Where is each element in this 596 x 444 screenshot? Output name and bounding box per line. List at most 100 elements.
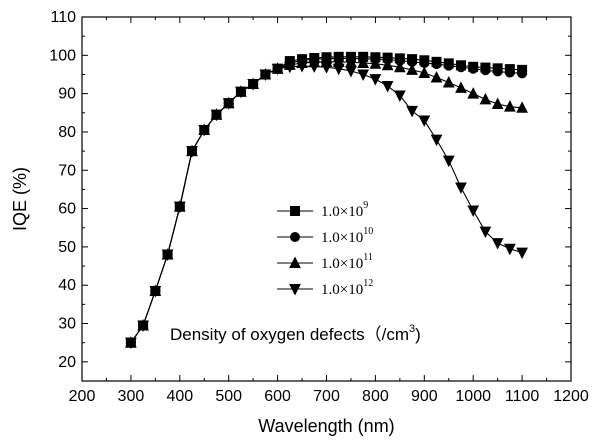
data-point — [430, 134, 443, 147]
data-point — [210, 109, 223, 122]
x-tick-label: 1000 — [455, 388, 491, 405]
y-tick-label: 70 — [58, 162, 76, 179]
legend-entry: 1.0×1012 — [277, 278, 373, 298]
legend-label-exponent: 12 — [363, 278, 373, 289]
data-point — [259, 69, 272, 81]
data-point — [393, 90, 406, 103]
data-point — [479, 226, 492, 239]
x-tick-label: 800 — [362, 388, 389, 405]
axes: 200 300 400 500 600 700 800 900 1000 1100 1200 20 30… — [49, 9, 589, 405]
data-point — [137, 320, 149, 332]
series-line — [130, 57, 523, 344]
y-axis-label: IQE (%) — [10, 167, 30, 231]
y-tick-label: 110 — [50, 9, 76, 26]
data-point — [455, 182, 467, 194]
data-point — [198, 125, 211, 137]
data-point — [283, 61, 296, 74]
series-4 — [125, 61, 528, 350]
series-3 — [125, 55, 528, 348]
data-point — [455, 62, 466, 73]
y-tick-label: 100 — [49, 47, 76, 64]
data-point — [419, 57, 430, 68]
data-point — [369, 74, 382, 86]
data-point — [235, 86, 247, 99]
legend-marker — [289, 283, 301, 296]
series-line — [130, 56, 523, 344]
data-point — [442, 76, 455, 88]
x-tick-label: 1200 — [553, 388, 589, 405]
data-point — [186, 146, 198, 158]
series-2 — [125, 53, 528, 348]
annotation-text: Density of oxygen defects（/cm3) — [170, 323, 421, 344]
data-point — [149, 285, 162, 298]
data-point — [467, 205, 480, 217]
data-point — [271, 63, 284, 76]
data-point — [468, 63, 479, 74]
data-point — [516, 101, 528, 113]
data-point — [491, 238, 504, 250]
legend-entry: 1.0×1011 — [277, 252, 373, 272]
data-point — [161, 249, 174, 262]
data-point — [455, 81, 467, 93]
data-point — [479, 92, 492, 105]
data-point — [357, 69, 370, 81]
data-point — [442, 155, 455, 168]
data-point — [406, 105, 418, 118]
data-point — [247, 79, 260, 91]
annotation-main: Density of oxygen defects（/cm — [170, 325, 409, 344]
legend-label-base: 1.0×10 — [321, 204, 363, 220]
data-point — [504, 100, 516, 112]
data-point — [381, 80, 394, 93]
data-point — [406, 63, 418, 75]
legend-label-exponent: 9 — [363, 200, 368, 211]
data-point — [492, 66, 503, 77]
y-tick-label: 60 — [58, 201, 76, 218]
legend-label: 1.0×1012 — [321, 278, 373, 298]
data-point — [431, 59, 442, 70]
y-tick-label: 50 — [58, 239, 76, 256]
legend-label-exponent: 11 — [363, 252, 373, 263]
legend-marker — [289, 205, 300, 216]
legend-marker — [289, 231, 300, 242]
legend-marker — [289, 256, 301, 269]
data-point — [357, 56, 370, 68]
legend-entry: 1.0×109 — [277, 200, 368, 220]
x-tick-label: 700 — [313, 388, 340, 405]
y-tick-label: 40 — [58, 277, 76, 294]
data-point — [222, 98, 235, 110]
x-tick-label: 200 — [69, 388, 96, 405]
data-point — [369, 57, 382, 69]
data-point — [296, 61, 308, 73]
y-tick-label: 20 — [58, 354, 76, 371]
legend-label-base: 1.0×10 — [321, 256, 363, 272]
x-tick-label: 600 — [264, 388, 291, 405]
y-tick-label: 30 — [58, 316, 76, 333]
x-tick-label: 300 — [118, 388, 145, 405]
data-point — [393, 60, 406, 73]
legend-label-exponent: 10 — [363, 226, 373, 237]
x-tick-label: 900 — [411, 388, 438, 405]
legend-label: 1.0×1011 — [321, 252, 373, 272]
data-point — [467, 87, 480, 99]
series-line — [130, 61, 523, 344]
data-point — [516, 247, 528, 260]
annotation-close: ) — [415, 325, 421, 344]
data-point — [504, 67, 515, 78]
x-tick-label: 500 — [215, 388, 242, 405]
data-point — [381, 58, 394, 71]
x-tick-label: 400 — [166, 388, 193, 405]
data-point — [491, 97, 504, 109]
series-1 — [125, 51, 528, 348]
legend-label: 1.0×109 — [321, 200, 368, 220]
legend-label-base: 1.0×10 — [321, 230, 363, 246]
x-axis-label: Wavelength (nm) — [258, 416, 394, 436]
data-point — [332, 63, 345, 76]
y-tick-label: 80 — [58, 124, 76, 141]
data-point — [418, 115, 431, 127]
data-point — [320, 62, 333, 74]
data-point — [480, 65, 491, 76]
data-point — [418, 66, 431, 78]
